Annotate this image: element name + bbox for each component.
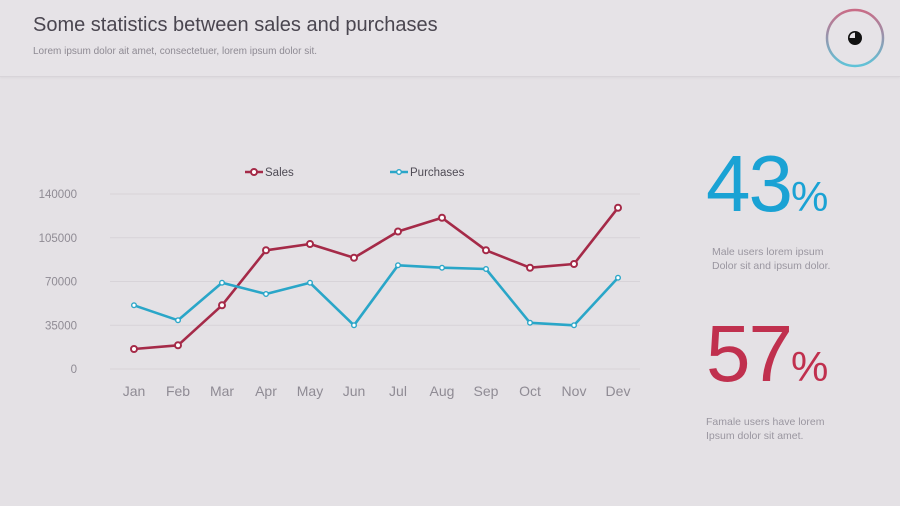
- data-point-purchases: [307, 279, 314, 286]
- header-bar: Some statistics between sales and purcha…: [0, 0, 900, 77]
- data-point-sales: [306, 240, 314, 248]
- male-stat-block: 43% Male users lorem ipsum Dolor sit and…: [706, 140, 830, 273]
- data-point-purchases: [395, 262, 402, 269]
- y-tick-label: 35000: [45, 320, 77, 332]
- data-point-sales: [262, 246, 270, 255]
- x-tick-label: Jan: [123, 383, 146, 399]
- female-percent-number: 57: [706, 309, 793, 398]
- legend-label-purchases: Purchases: [410, 167, 465, 179]
- data-point-purchases: [527, 319, 534, 326]
- data-point-sales: [614, 203, 622, 212]
- page-title: Some statistics between sales and purcha…: [33, 14, 438, 36]
- female-description-line2: Ipsum dolor sit amet.: [706, 430, 804, 442]
- data-point-purchases: [483, 265, 490, 272]
- pie-chart-glyph-slice: [849, 32, 855, 38]
- female-description-line1: Famale users have lorem: [706, 416, 825, 428]
- data-point-sales: [174, 341, 182, 350]
- data-point-sales: [394, 227, 402, 236]
- x-tick-label: Sep: [474, 383, 499, 399]
- data-point-sales: [526, 263, 534, 272]
- female-percent-value: 57%: [706, 310, 828, 411]
- chart-area: 0 35000 70000 105000 140000 Jan Feb Mar Apr May Ju…: [30, 150, 650, 410]
- x-tick-label: Nov: [562, 383, 587, 399]
- data-point-sales: [438, 213, 446, 222]
- male-description-line2: Dolor sit and ipsum dolor.: [712, 260, 831, 272]
- x-tick-label: Dev: [606, 383, 631, 399]
- male-percent-number: 43: [706, 139, 793, 228]
- male-description-line1: Male users lorem ipsum: [712, 246, 824, 258]
- data-point-purchases: [218, 279, 225, 286]
- data-point-sales: [350, 253, 358, 262]
- x-tick-label: Feb: [166, 383, 190, 399]
- data-point-sales: [218, 301, 226, 310]
- series-line-purchases: [132, 264, 620, 327]
- female-stat-block: 57% Famale users have lorem Ipsum dolor …: [706, 310, 828, 443]
- female-percent-sign: %: [790, 343, 829, 390]
- data-point-sales: [570, 260, 578, 268]
- pie-chart-icon: [825, 8, 885, 68]
- legend-swatch-marker: [250, 168, 258, 176]
- data-point-purchases: [439, 264, 446, 271]
- data-point-purchases: [174, 317, 181, 324]
- data-point-purchases: [571, 322, 578, 329]
- data-point-purchases: [130, 302, 137, 309]
- data-point-sales: [130, 345, 138, 353]
- female-description: Famale users have lorem Ipsum dolor sit …: [706, 415, 828, 443]
- data-point-sales: [482, 246, 490, 255]
- data-point-purchases: [262, 290, 269, 297]
- male-percent-value: 43%: [706, 140, 830, 241]
- x-tick-label: Aug: [430, 383, 455, 399]
- x-tick-label: Apr: [255, 383, 277, 399]
- x-tick-label: Jul: [389, 383, 407, 399]
- legend-swatch-marker: [396, 169, 403, 176]
- sales-purchases-line-chart: 0 35000 70000 105000 140000 Jan Feb Mar Apr May Ju…: [39, 167, 640, 399]
- legend-label-sales: Sales: [265, 167, 294, 179]
- page-subtitle: Lorem ipsum dolor ait amet, consectetuer…: [33, 46, 318, 57]
- y-tick-label: 105000: [39, 233, 77, 245]
- series-line-sales: [132, 206, 620, 351]
- badge-ring: [825, 8, 885, 68]
- data-point-purchases: [615, 274, 622, 281]
- x-tick-label: Jun: [343, 383, 366, 399]
- x-tick-label: Oct: [519, 383, 541, 399]
- y-tick-label: 0: [71, 364, 77, 376]
- y-tick-label: 70000: [45, 277, 77, 289]
- male-description: Male users lorem ipsum Dolor sit and ips…: [712, 245, 830, 273]
- data-point-purchases: [351, 322, 358, 329]
- y-tick-label: 140000: [39, 189, 77, 201]
- x-tick-label: May: [297, 383, 323, 399]
- male-percent-sign: %: [790, 173, 829, 220]
- x-tick-label: Mar: [210, 383, 234, 399]
